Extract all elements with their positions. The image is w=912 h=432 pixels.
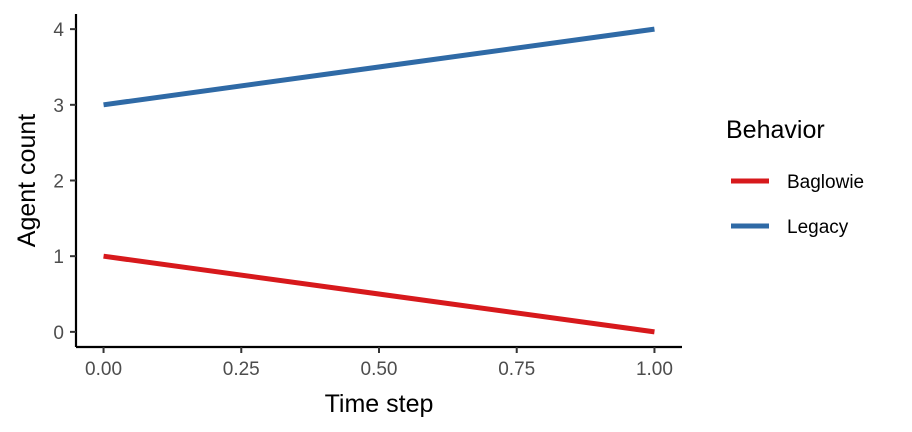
x-axis-ticks: 0.00 0.25 0.50 0.75 1.00 (85, 347, 673, 380)
x-axis-title: Time step (325, 390, 434, 418)
legend-label-legacy: Legacy (787, 217, 849, 238)
x-tick-label: 1.00 (636, 359, 673, 380)
legend-title: Behavior (726, 116, 825, 144)
y-tick-label: 4 (53, 20, 64, 41)
legend-items: Baglowie Legacy (731, 172, 864, 238)
x-tick-label: 0.75 (498, 359, 535, 380)
legend: Behavior Baglowie Legacy (726, 116, 864, 238)
plot-area: 0 1 2 3 4 0.00 0.25 0.50 0.75 1.00 (53, 14, 682, 380)
y-tick-label: 0 (53, 323, 64, 344)
series-line-legacy (103, 26, 655, 108)
series-line-baglowie (103, 253, 655, 335)
x-tick-label: 0.25 (223, 359, 260, 380)
legend-label-baglowie: Baglowie (787, 172, 864, 193)
y-axis-ticks: 0 1 2 3 4 (53, 20, 76, 344)
x-tick-label: 0.50 (361, 359, 398, 380)
y-tick-label: 3 (53, 96, 64, 117)
series-layer (103, 26, 655, 335)
y-axis-title: Agent count (13, 114, 41, 247)
x-tick-label: 0.00 (85, 359, 122, 380)
y-tick-label: 1 (53, 247, 64, 268)
y-tick-label: 2 (53, 172, 64, 193)
